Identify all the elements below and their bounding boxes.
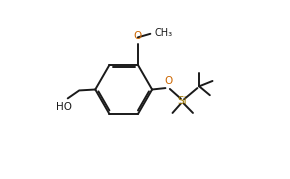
Text: O: O bbox=[164, 76, 172, 86]
Text: CH₃: CH₃ bbox=[155, 28, 173, 38]
Text: Si: Si bbox=[177, 96, 187, 106]
Text: O: O bbox=[134, 31, 142, 41]
Text: HO: HO bbox=[56, 102, 72, 112]
